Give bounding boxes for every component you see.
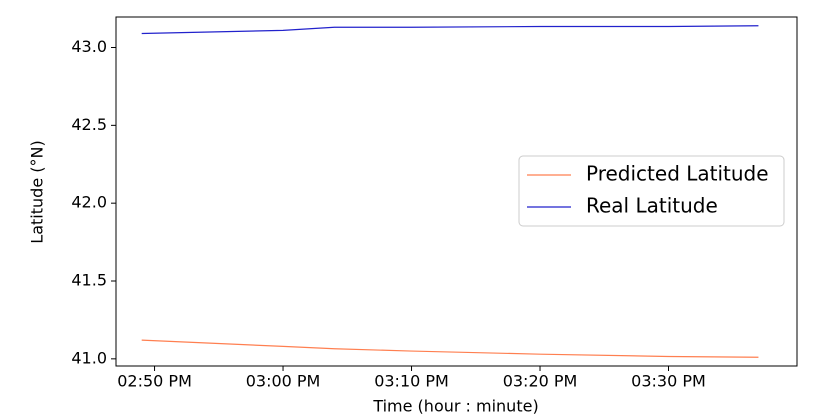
plot-frame (115, 16, 798, 367)
data-line (141, 339, 759, 358)
x-tick-label: 02:50 PM (117, 372, 192, 391)
x-tick-label: 03:10 PM (374, 372, 449, 391)
y-tick-label: 41.5 (71, 271, 107, 290)
x-tick-label: 03:20 PM (503, 372, 578, 391)
y-tick-label: 41.0 (71, 348, 107, 367)
x-axis-label: Time (hour : minute) (372, 397, 538, 416)
y-tick-label: 42.0 (71, 193, 107, 212)
y-axis-label: Latitude (°N) (28, 140, 47, 243)
legend-label: Real Latitude (586, 194, 718, 218)
legend-box (518, 155, 785, 227)
x-tick-label: 03:00 PM (246, 372, 321, 391)
x-tick-label: 03:30 PM (631, 372, 706, 391)
data-line (141, 25, 759, 35)
legend-label: Predicted Latitude (586, 162, 769, 186)
y-tick-label: 42.5 (71, 115, 107, 134)
y-tick-label: 43.0 (71, 37, 107, 56)
